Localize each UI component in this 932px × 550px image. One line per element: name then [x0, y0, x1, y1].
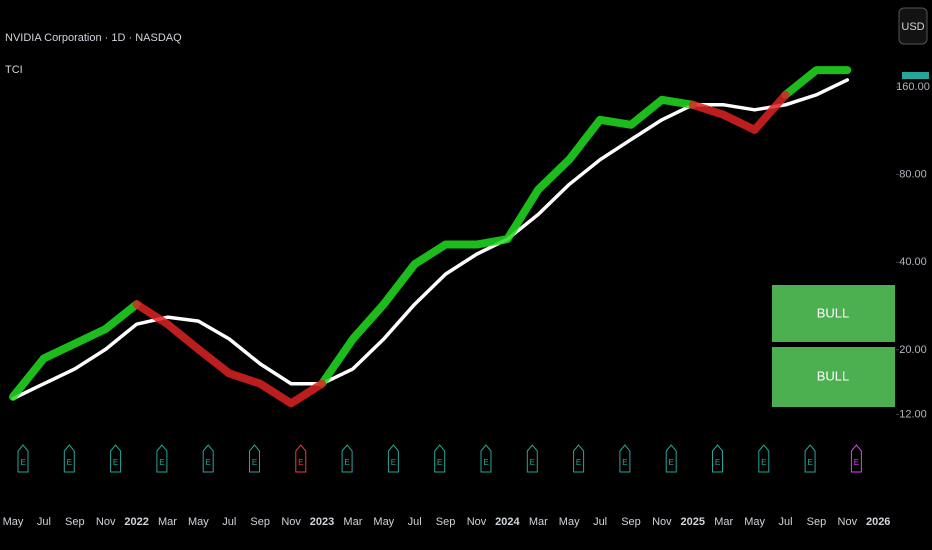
earnings-label: E [391, 458, 396, 467]
x-tick-label: 2022 [124, 516, 148, 528]
x-tick-label: May [559, 516, 580, 528]
earnings-label: E [206, 458, 211, 467]
x-tick-label: Jul [37, 516, 51, 528]
indicator-name: TCI [5, 64, 23, 76]
earnings-marker [295, 444, 307, 473]
x-tick-label: Nov [838, 516, 858, 528]
earnings-marker [804, 444, 816, 473]
earnings-marker [249, 444, 260, 473]
series-line [318, 95, 697, 388]
earnings-marker [387, 444, 399, 473]
earnings-label: E [113, 458, 118, 467]
x-tick-label: May [188, 516, 209, 528]
earnings-label: E [344, 458, 349, 467]
earnings-label: E [437, 458, 442, 467]
earnings-marker [480, 444, 492, 473]
earnings-label: E [715, 458, 720, 467]
series-line [11, 78, 850, 401]
x-tick-label: 2024 [495, 516, 520, 528]
series-line [9, 300, 141, 401]
earnings-marker [202, 444, 214, 473]
earnings-marker [526, 444, 538, 473]
earnings-marker [850, 444, 862, 473]
earnings-marker [434, 444, 446, 473]
x-tick-label: Sep [621, 516, 641, 528]
earnings-label: E [20, 458, 25, 467]
x-tick-label: Sep [65, 516, 85, 528]
earnings-marker [110, 444, 122, 473]
earnings-marker [341, 444, 353, 473]
earnings-marker [63, 444, 75, 473]
y-tick-label: 20.00 [899, 344, 927, 356]
x-tick-label: May [744, 516, 765, 528]
y-tick-label: 12.00 [899, 408, 927, 420]
x-tick-label: Mar [343, 516, 362, 528]
x-tick-label: Jul [593, 516, 607, 528]
earnings-label: E [252, 458, 257, 467]
earnings-label: E [530, 458, 535, 467]
x-tick-label: Nov [652, 516, 672, 528]
earnings-label: E [298, 458, 303, 467]
earnings-marker [619, 444, 631, 473]
x-tick-label: Sep [250, 516, 270, 528]
x-tick-label: Nov [467, 516, 487, 528]
currency-label[interactable]: USD [901, 21, 924, 33]
earnings-label: E [669, 458, 674, 467]
earnings-label: E [67, 458, 72, 467]
x-tick-label: Sep [807, 516, 827, 528]
x-tick-label: Mar [158, 516, 177, 528]
x-tick-label: Nov [96, 516, 116, 528]
earnings-label: E [854, 458, 859, 467]
earnings-marker [573, 444, 585, 473]
status-label: BULL [817, 368, 850, 383]
y-tick-label: 80.00 [899, 168, 927, 180]
x-tick-label: Jul [778, 516, 792, 528]
x-tick-label: 2023 [310, 516, 334, 528]
symbol-title: NVIDIA Corporation · 1D · NASDAQ [5, 32, 182, 44]
y-tick-label: 40.00 [899, 256, 927, 268]
series-line [132, 300, 326, 408]
earnings-marker [156, 444, 168, 473]
series-line [688, 90, 790, 134]
x-tick-label: 2025 [681, 516, 705, 528]
x-tick-label: Mar [714, 516, 733, 528]
x-tick-label: Jul [408, 516, 422, 528]
status-box [772, 347, 895, 407]
price-tag [902, 72, 929, 79]
earnings-label: E [761, 458, 766, 467]
x-tick-label: May [3, 516, 24, 528]
earnings-marker [758, 444, 770, 473]
x-tick-label: May [373, 516, 394, 528]
earnings-label: E [483, 458, 488, 467]
earnings-label: E [159, 458, 164, 467]
currency-button[interactable] [898, 7, 928, 45]
x-tick-label: Nov [281, 516, 301, 528]
earnings-marker [665, 444, 677, 473]
series-line [781, 66, 852, 99]
status-label: BULL [817, 305, 850, 320]
earnings-label: E [576, 458, 581, 467]
x-tick-label: Mar [529, 516, 548, 528]
status-box [772, 285, 895, 342]
x-tick-label: Sep [436, 516, 456, 528]
earnings-label: E [622, 458, 627, 467]
y-tick-label: 160.00 [896, 81, 930, 93]
earnings-marker [17, 444, 29, 473]
x-tick-label: Jul [222, 516, 236, 528]
earnings-marker [712, 444, 723, 473]
x-tick-label: 2026 [866, 516, 890, 528]
earnings-label: E [807, 458, 812, 467]
